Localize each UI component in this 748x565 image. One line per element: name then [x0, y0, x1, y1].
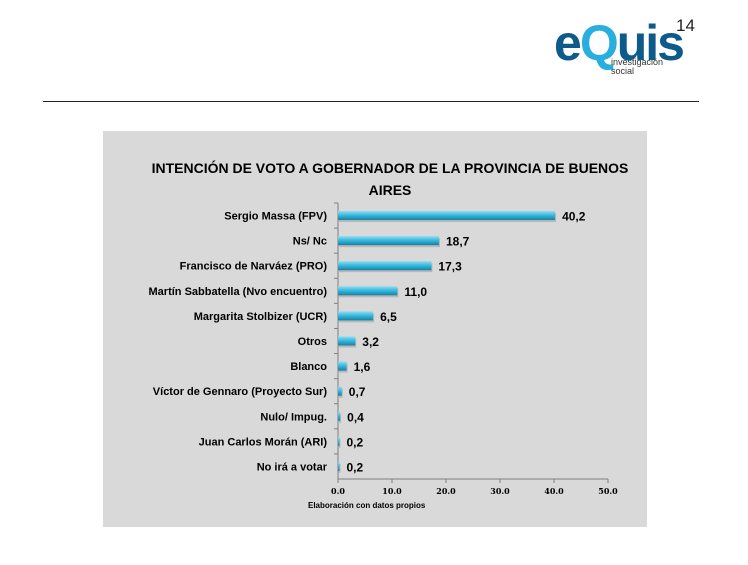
value-label: 40,2 [562, 210, 586, 224]
x-tick-label: 50.0 [598, 486, 618, 496]
bar [338, 411, 341, 421]
bar [338, 336, 356, 346]
value-label: 11,0 [404, 285, 427, 299]
category-label: Juan Carlos Morán (ARI) [199, 436, 328, 448]
bar [338, 286, 398, 296]
bar [338, 211, 556, 221]
bar [338, 311, 374, 321]
value-label: 1,6 [354, 360, 371, 374]
value-label: 3,2 [362, 335, 379, 349]
logo-letter-e: e [554, 15, 582, 71]
chart-panel: INTENCIÓN DE VOTO A GOBERNADOR DE LA PRO… [103, 131, 647, 527]
bar [338, 361, 347, 371]
x-tick-label: 0.0 [331, 486, 345, 496]
bar [338, 436, 340, 446]
value-label: 0,2 [347, 435, 364, 449]
x-tick-label: 30.0 [490, 486, 510, 496]
category-label: Margarita Stolbizer (UCR) [194, 311, 328, 323]
category-label: Otros [298, 336, 327, 348]
logo-subtitle-line2: social [611, 66, 635, 76]
bar-shadow [339, 463, 341, 473]
bar [338, 236, 439, 246]
x-tick-label: 20.0 [436, 486, 456, 496]
value-label: 0,2 [347, 460, 364, 474]
x-tick-label: 10.0 [382, 486, 402, 496]
bar [338, 461, 340, 471]
category-label: Ns/ Nc [293, 236, 327, 248]
bar [338, 386, 342, 396]
value-label: 6,5 [380, 310, 397, 324]
logo-subtitle: investigación social [611, 58, 663, 76]
logo-wordmark: eQuis [554, 15, 685, 71]
chart-footnote: Elaboración con datos propios [308, 501, 426, 510]
page-number: 14 [676, 16, 695, 35]
category-label: Martín Sabbatella (Nvo encuentro) [149, 286, 328, 298]
logo-letter-q: Q [579, 15, 619, 71]
bar-shadow [339, 438, 341, 448]
bar [338, 261, 432, 271]
value-label: 0,4 [347, 410, 364, 424]
category-label: Sergio Massa (FPV) [224, 211, 327, 223]
category-label: Blanco [290, 361, 327, 373]
value-label: 18,7 [446, 235, 470, 249]
logo-subtitle-line1: investigación [611, 57, 664, 67]
category-label: Nulo/ Impug. [260, 411, 327, 423]
value-label: 17,3 [438, 260, 462, 274]
category-label: Francisco de Narváez (PRO) [180, 261, 328, 273]
logo-letters-uis: uis [616, 15, 685, 71]
value-label: 0,7 [349, 385, 366, 399]
header-divider [43, 101, 699, 102]
chart-title: INTENCIÓN DE VOTO A GOBERNADOR DE LA PRO… [151, 160, 629, 198]
x-tick-label: 40.0 [544, 486, 564, 496]
bar-chart: 0.0 10.0 20.0 30.0 40.0 50.0 Sergio Massa (FPV… [149, 202, 618, 496]
category-label: Víctor de Gennaro (Proyecto Sur) [153, 386, 328, 398]
equis-logo: eQuis investigación social [554, 18, 685, 82]
category-label: No irá a votar [257, 461, 328, 473]
